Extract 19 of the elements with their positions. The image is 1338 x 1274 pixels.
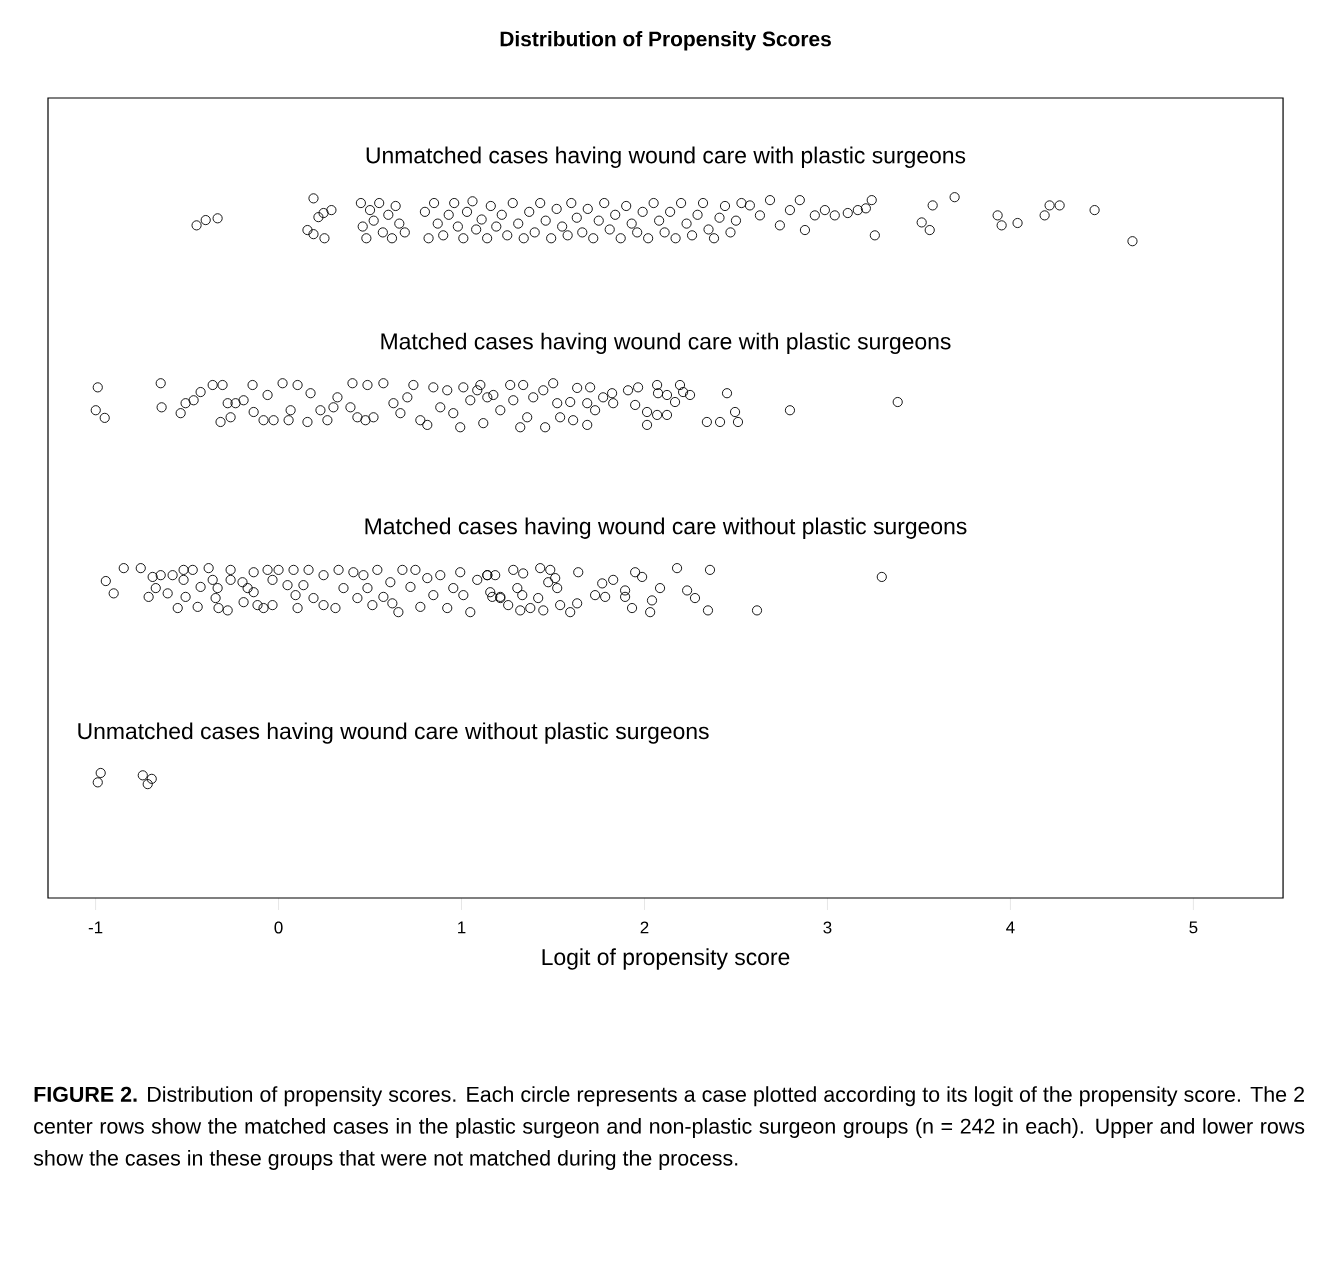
point <box>142 779 153 790</box>
x-tick-label: 1 <box>458 921 466 934</box>
x-tick-label: 2 <box>640 921 649 934</box>
series-label: Matched cases having wound care with plastic surgeons <box>381 332 951 355</box>
series-label: Unmatched cases having wound care with plastic surgeons <box>366 146 966 168</box>
x-tick-label: -1 <box>88 921 103 934</box>
point <box>92 777 103 788</box>
x-tick-label: 3 <box>823 921 832 934</box>
point <box>146 773 157 784</box>
text: FIGURE 2. Distribution of propensity scores. Each circle represents a case plotted according to its logit of the propensity score. The 2 center rows show the matched cases in the plastic surgeon and non-plastic surgeon groups (n = 242 in each). Upper and lower rows show the cases in these groups that were not matched during the process. <box>33 1086 1305 1170</box>
x-tick-label: 5 <box>1189 921 1198 934</box>
series-label: Matched cases having wound care without plastic surgeons <box>365 517 967 539</box>
x-axis-title: Logit of propensity score <box>542 948 790 970</box>
chart-title: Distribution of Propensity Scores <box>500 30 831 51</box>
x-tick-label: 4 <box>1006 921 1015 934</box>
point <box>137 770 148 781</box>
x-tick-label: 0 <box>274 921 283 934</box>
series-label: Unmatched cases having wound care without plastic surgeons <box>78 722 709 744</box>
point <box>95 767 106 779</box>
